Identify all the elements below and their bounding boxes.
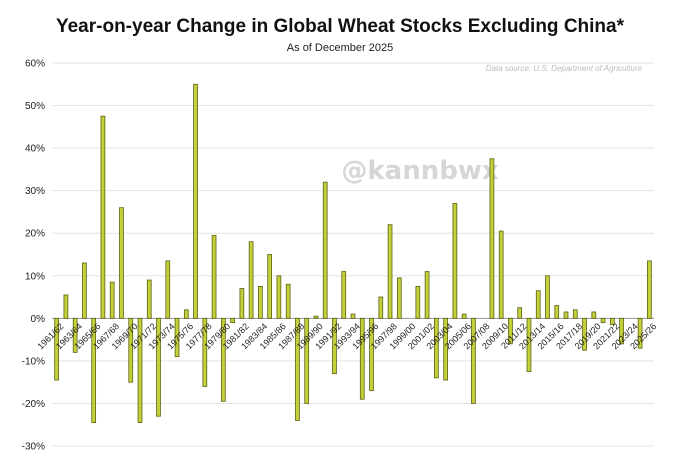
chart-title: Year-on-year Change in Global Wheat Stoc…	[55, 16, 624, 37]
bar-2014-15	[545, 275, 550, 319]
bar-1985-86	[276, 275, 282, 319]
bars	[54, 83, 652, 423]
bar-2015-16	[554, 305, 560, 319]
bar-1971-72	[146, 279, 152, 319]
bar-2013-14	[535, 290, 541, 319]
bar-2005-06	[461, 313, 467, 319]
y-tick-label: -10%	[22, 356, 45, 367]
bar-1965-66	[91, 317, 97, 423]
bar-1969-70	[128, 317, 134, 383]
bar-2004-05	[452, 203, 458, 319]
bar-1976-77	[193, 83, 198, 319]
bar-1992-93	[341, 271, 347, 319]
bar-1978-79	[211, 234, 217, 319]
bar-1962-63	[63, 294, 69, 319]
y-tick-label: -20%	[22, 399, 45, 410]
bar-2016-17	[563, 311, 569, 319]
bar-1968-69	[119, 207, 124, 319]
bar-1973-74	[165, 260, 171, 319]
bar-2010-11	[508, 317, 513, 345]
y-tick-label: 30%	[25, 186, 45, 197]
bar-1995-96	[369, 317, 374, 392]
bar-1967-68	[109, 281, 115, 319]
bar-2020-21	[600, 317, 606, 323]
bar-1977-78	[202, 317, 208, 387]
bar-1980-81	[230, 317, 235, 323]
bar-2019-20	[591, 311, 597, 319]
bar-1981-82	[239, 288, 245, 319]
y-tick-label: 50%	[25, 101, 45, 112]
y-tick-label: 60%	[25, 59, 45, 70]
bar-1970-71	[137, 317, 143, 423]
bar-1994-95	[359, 317, 365, 400]
y-tick-label: 40%	[25, 144, 45, 155]
bar-1997-98	[387, 224, 393, 319]
bar-1961-62	[54, 317, 59, 381]
bar-2011-12	[517, 307, 523, 319]
y-tick-label: 10%	[25, 271, 45, 282]
bar-1998-99	[396, 277, 402, 319]
y-tick-label: 0%	[31, 314, 46, 325]
bar-2008-09	[489, 158, 495, 319]
bar-2021-22	[609, 317, 615, 326]
bar-1989-90	[313, 315, 319, 319]
watermark: @kannbwx	[341, 156, 498, 186]
bar-1996-97	[378, 296, 384, 319]
bar-1993-94	[350, 313, 356, 319]
y-tick-label: -30%	[22, 442, 45, 453]
bar-1990-91	[322, 181, 328, 319]
bar-2025-26	[647, 260, 652, 319]
bar-2002-03	[434, 317, 439, 379]
bar-2009-10	[498, 230, 504, 319]
bar-1984-85	[267, 254, 272, 319]
bar-1987-88	[295, 317, 300, 421]
bar-2024-25	[637, 317, 643, 349]
bar-2012-13	[526, 317, 532, 372]
bar-1963-64	[72, 317, 78, 353]
bar-1972-73	[156, 317, 161, 417]
y-tick-label: 20%	[25, 229, 45, 240]
bar-2022-23	[619, 317, 624, 345]
y-axis: 60% 50% 40% 30% 20% 10% 0% -10% -20% -30%	[22, 59, 45, 453]
bar-1964-65	[82, 262, 87, 319]
bar-1986-87	[285, 283, 291, 319]
bar-2018-19	[582, 317, 587, 351]
source-note: Data source: U.S. Department of Agricult…	[486, 64, 643, 73]
bar-2000-01	[415, 286, 421, 319]
bar-1983-84	[258, 286, 263, 319]
bar-1966-67	[100, 115, 106, 319]
bar-1982-83	[248, 241, 254, 319]
bar-2006-07	[471, 317, 476, 404]
bar-1988-89	[304, 317, 310, 404]
bar-1991-92	[332, 317, 337, 375]
bar-1975-76	[183, 309, 189, 319]
chart-subtitle: As of December 2025	[286, 42, 394, 54]
bar-2003-04	[443, 317, 448, 381]
bar-1974-75	[174, 317, 180, 358]
bar-2001-02	[424, 271, 430, 319]
bar-1979-80	[220, 317, 226, 402]
bar-2017-18	[572, 309, 578, 319]
